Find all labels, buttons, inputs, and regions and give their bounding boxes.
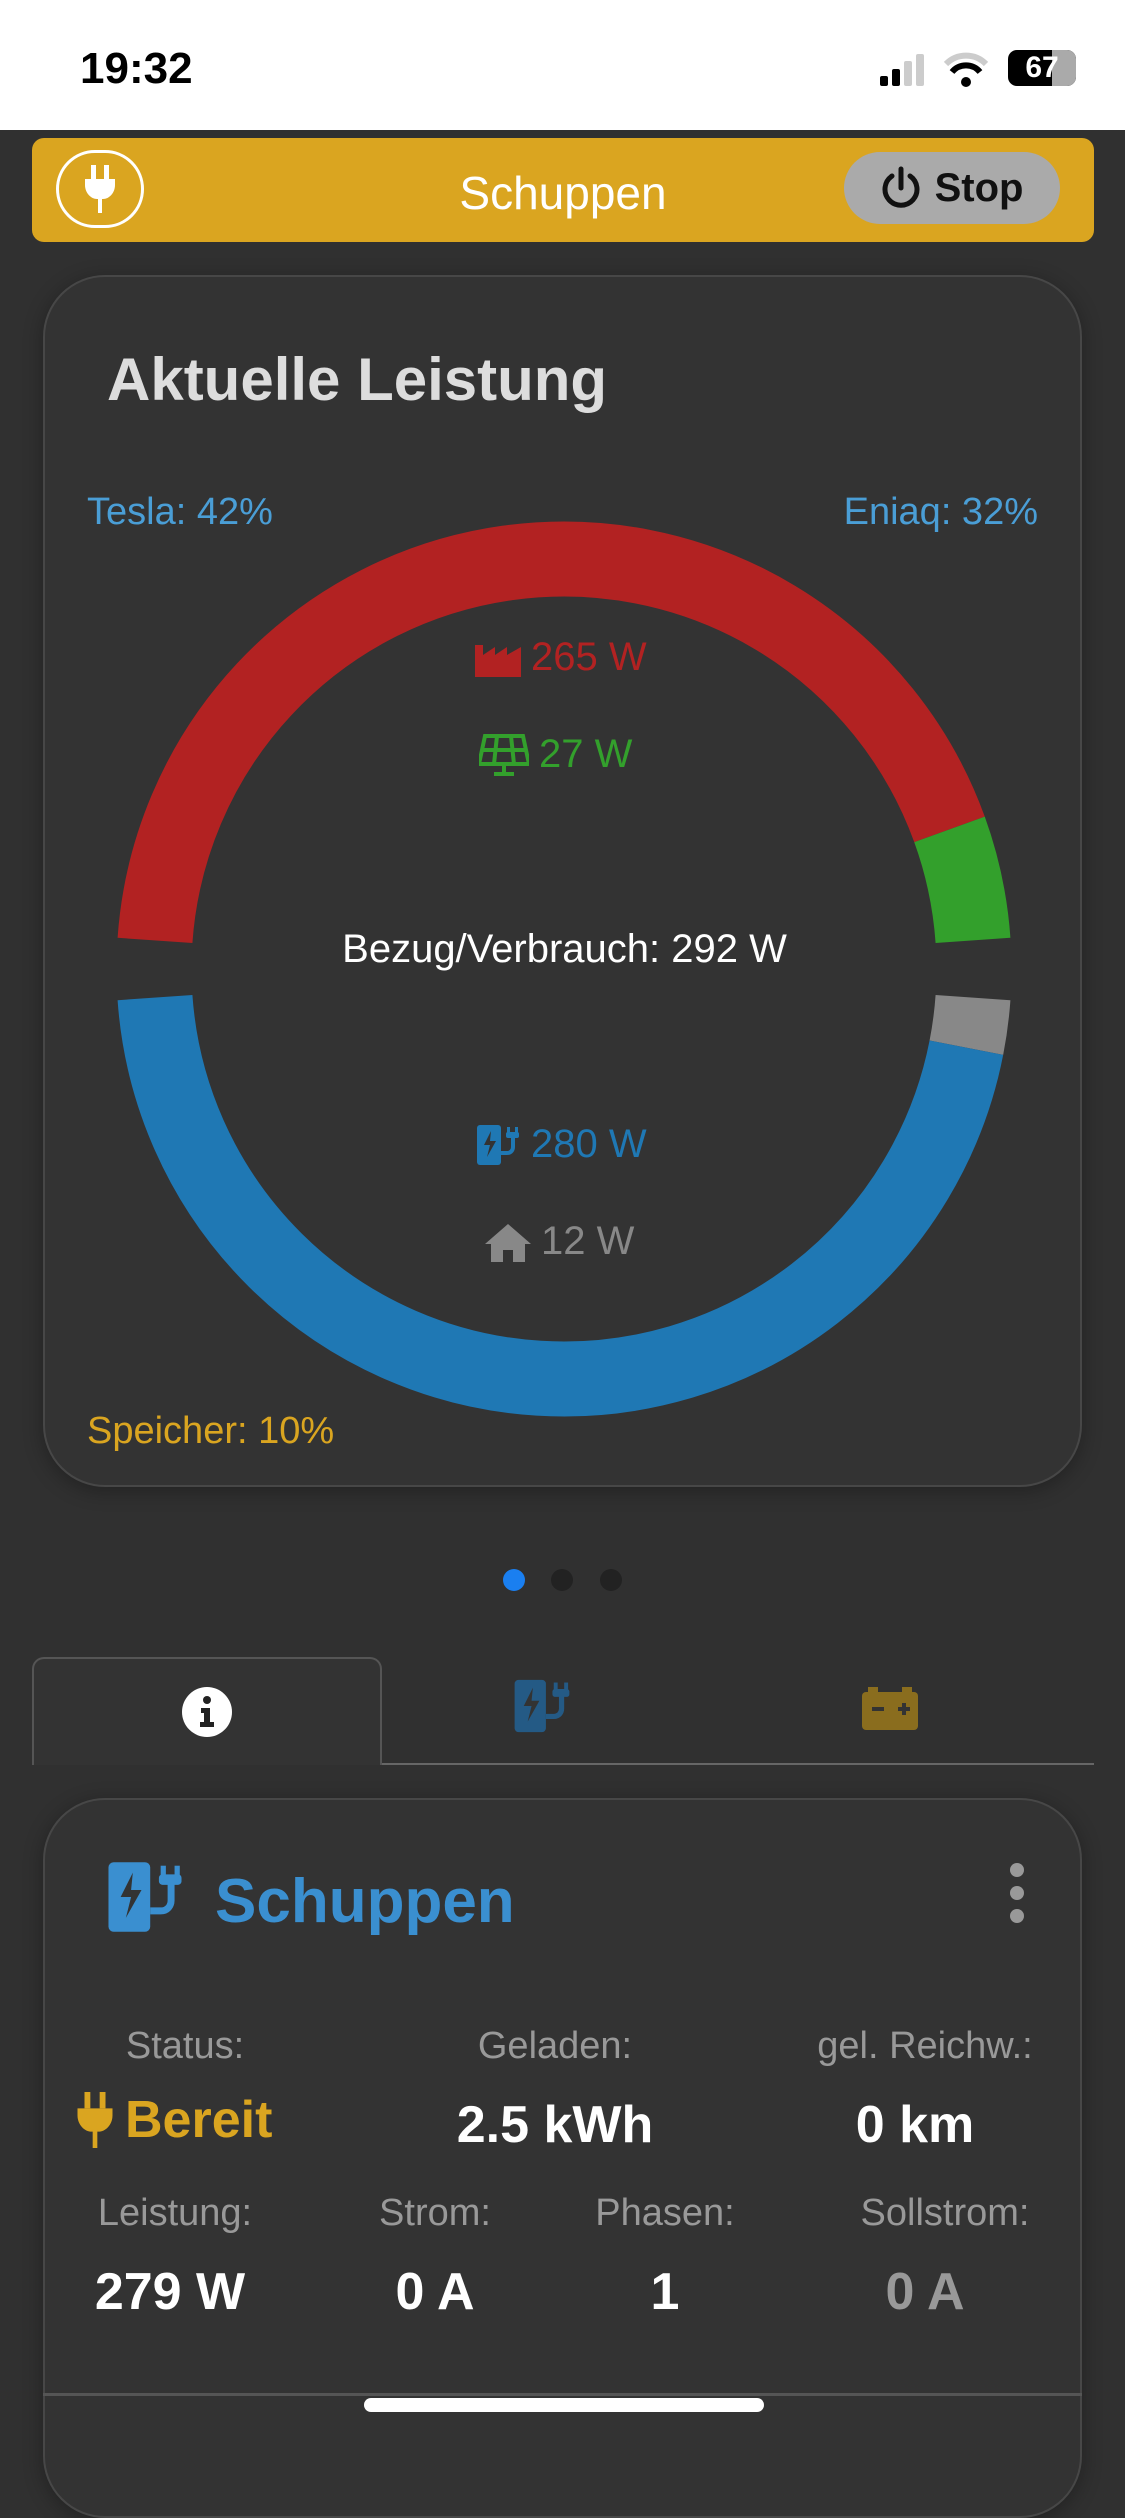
stat-label-range: gel. Reichw.:: [817, 2025, 1033, 2067]
power-icon: [882, 166, 920, 208]
pager-dot-active[interactable]: [503, 1569, 525, 1591]
charging-station-icon: [477, 1124, 519, 1165]
house-value: 12 W: [541, 1219, 635, 1263]
power-donut: [117, 521, 1011, 1417]
pager-dot[interactable]: [551, 1569, 573, 1591]
storage-soc: Speicher: 10%: [87, 1410, 335, 1452]
header-bar: Schuppen Stop: [32, 138, 1094, 242]
total-consumption: Bezug/Verbrauch: 292 W: [342, 927, 787, 971]
divider: [43, 2393, 1082, 2396]
tab-battery[interactable]: [862, 1687, 918, 1731]
power-card: Aktuelle Leistung Tesla: 42% Eniaq: 32% …: [43, 275, 1082, 1487]
stat-value-current: 0 A: [395, 2263, 475, 2321]
tesla-soc: Tesla: 42%: [87, 491, 273, 533]
stop-label: Stop: [934, 165, 1024, 210]
header-title: Schuppen: [459, 167, 667, 219]
stat-label-charged: Geladen:: [477, 2025, 633, 2067]
solar-panel-icon: [479, 733, 529, 776]
stat-value-status: Bereit: [75, 2090, 315, 2150]
stat-label-status: Status:: [125, 2025, 245, 2067]
tab-charger[interactable]: [512, 1677, 572, 1735]
plug-icon: [85, 165, 115, 213]
charger-value: 280 W: [531, 1122, 647, 1166]
status-bar: 19:32 67: [0, 0, 1125, 130]
stat-value-range: 0 km: [855, 2096, 975, 2154]
stat-label-power: Leistung:: [97, 2192, 253, 2234]
card-title: Aktuelle Leistung: [107, 346, 608, 413]
grid-value: 265 W: [531, 635, 647, 679]
tab-info[interactable]: [32, 1657, 382, 1765]
more-options-icon[interactable]: [1005, 1858, 1029, 1928]
charger-power: 280 W: [475, 1122, 647, 1167]
stat-value-target-current: 0 A: [885, 2263, 965, 2321]
status-text: Bereit: [125, 2091, 273, 2149]
house-power: 12 W: [485, 1219, 634, 1264]
pager-dot[interactable]: [600, 1569, 622, 1591]
house-arc: [929, 994, 1011, 1055]
solar-power: 27 W: [479, 732, 632, 777]
battery-icon: 67: [1008, 50, 1076, 86]
plug-icon: [77, 2092, 113, 2148]
solar-arc: [914, 816, 1011, 944]
clock: 19:32: [80, 44, 193, 93]
stat-value-power: 279 W: [94, 2263, 246, 2321]
charger-arc: [117, 994, 1004, 1417]
grid-arc: [117, 521, 985, 944]
signal-wifi-icons: [880, 52, 989, 87]
plug-button[interactable]: [56, 150, 144, 228]
charging-station-icon: [108, 1862, 182, 1932]
grid-power: 265 W: [475, 635, 647, 680]
stat-label-phases: Phasen:: [595, 2192, 735, 2234]
stop-button[interactable]: Stop: [844, 152, 1060, 224]
eniaq-soc: Eniaq: 32%: [843, 491, 1038, 533]
stat-label-target-current: Sollstrom:: [860, 2192, 1030, 2234]
tab-bar: [32, 1657, 1094, 1765]
house-icon: [485, 1223, 531, 1262]
stat-value-charged: 2.5 kWh: [456, 2096, 654, 2154]
info-icon: [182, 1687, 232, 1737]
factory-icon: [475, 644, 521, 677]
stat-label-current: Strom:: [379, 2192, 491, 2234]
tab-underline: [382, 1763, 1094, 1765]
home-indicator[interactable]: [364, 2398, 764, 2412]
stat-value-phases: 1: [650, 2263, 680, 2321]
solar-value: 27 W: [539, 732, 633, 776]
charger-title: Schuppen: [215, 1867, 515, 1936]
